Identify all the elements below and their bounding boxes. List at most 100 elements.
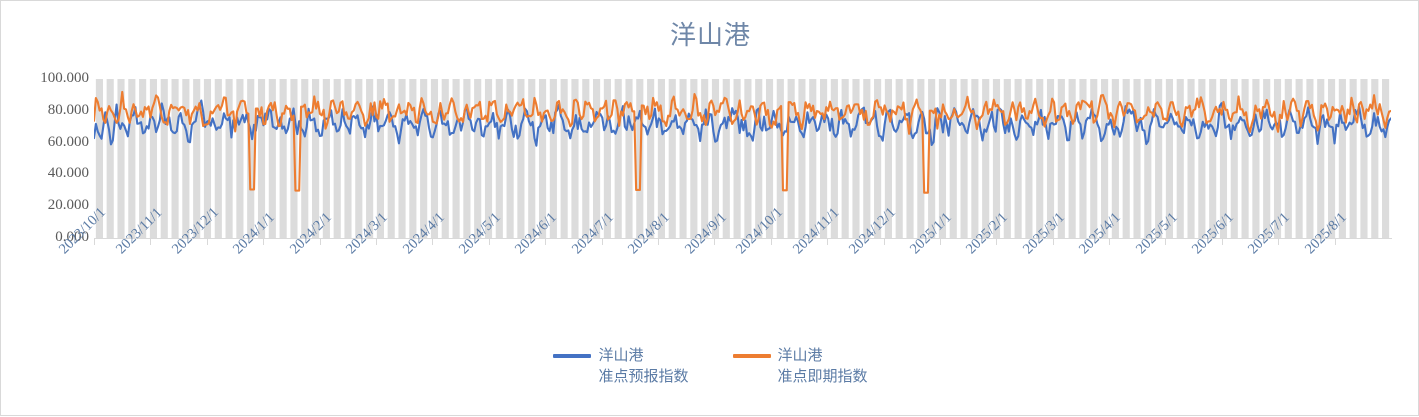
x-axis-tick-label: 2023/12/1 [169,204,222,258]
background-bar [398,79,406,238]
legend-color-swatch [553,354,592,358]
background-bar [1176,79,1184,238]
background-bar [1317,79,1325,238]
x-axis-tick-mark [263,238,265,245]
background-bar [1198,79,1206,238]
background-bar [139,79,147,238]
background-bar [701,79,709,238]
x-axis-tick-label: 2024/5/1 [455,209,504,258]
x-axis-tick-mark [94,238,95,245]
x-axis-tick-label: 2024/9/1 [681,209,730,258]
background-bar [420,79,428,238]
background-bar [484,79,493,238]
background-bar [711,79,720,238]
background-bar [214,79,222,238]
background-bar [322,79,330,238]
background-bar [971,79,979,238]
background-bar [1057,79,1065,238]
background-bar [193,79,201,238]
legend-label: 洋山港 准点即期指数 [778,345,868,387]
series-line [94,90,1391,194]
x-axis-tick-label: 2025/2/1 [963,209,1012,258]
x-axis-tick-mark [1052,238,1054,245]
background-bar [765,79,774,238]
background-bar [895,79,903,238]
background-bar [1187,79,1195,238]
x-axis-tick-label: 2025/8/1 [1301,209,1350,258]
background-bar [376,79,384,238]
background-bar [928,79,936,238]
background-bar [257,79,266,238]
x-axis-tick-mark [657,238,659,245]
background-bar [1306,79,1314,238]
x-axis-tick-label: 2023/10/1 [56,204,110,258]
background-bar [538,79,547,238]
background-bar [182,79,190,238]
y-axis-tick-label: 100.000 [40,70,89,86]
background-bar [582,79,590,238]
background-bar [830,79,838,238]
background-bar [1219,79,1228,238]
x-axis-tick-label: 2025/7/1 [1245,209,1294,258]
background-bar [409,79,417,238]
background-bar [668,79,676,238]
background-bar [1111,79,1119,238]
x-axis-tick-mark [601,238,603,245]
background-bar [1003,79,1011,238]
background-bar [117,79,125,238]
background-bar [1101,79,1109,238]
background-bar [203,79,212,238]
background-bar [366,79,374,238]
legend-item[interactable]: 洋山港 准点预报指数 [553,345,689,387]
background-bar [506,79,514,238]
x-axis-tick-mark [150,238,152,245]
background-bar [906,79,914,238]
x-axis-tick-label: 2025/5/1 [1132,209,1181,258]
background-bar [863,79,871,238]
background-bar [1122,79,1130,238]
background-bar [1338,79,1346,238]
x-axis-tick-mark [1334,238,1336,245]
background-bar [517,79,525,238]
x-axis-tick-mark [488,238,490,245]
x-axis-tick-mark [1165,238,1167,245]
background-bar [528,79,536,238]
background-bar [441,79,449,238]
background-bar [1360,79,1368,238]
background-bar [960,79,968,238]
background-bar [1133,79,1141,238]
background-bar [679,79,687,238]
background-bar [733,79,741,238]
y-axis-tick-label: 0.000 [55,229,89,245]
background-bar [1144,79,1152,238]
legend-item[interactable]: 洋山港 准点即期指数 [732,345,868,387]
background-bar [1295,79,1303,238]
background-bar [1252,79,1260,238]
background-bar [625,79,633,238]
x-axis-tick-label: 2024/7/1 [568,209,617,258]
background-bar [1241,79,1249,238]
background-bar [1263,79,1271,238]
background-bar [614,79,622,238]
chart-legend: 洋山港 准点预报指数 洋山港 准点即期指数 [1,345,1419,387]
x-axis-tick-mark [545,238,547,245]
background-bar [744,79,752,238]
chart-title: 洋山港 [669,21,751,51]
series-line [94,99,1391,147]
background-bar [495,79,503,238]
y-axis-tick-label: 20.000 [47,197,89,214]
background-bar [1046,79,1055,238]
x-axis-tick-label: 2024/8/1 [625,209,673,258]
x-axis-tick-label: 2024/4/1 [399,209,448,258]
background-bar [312,79,320,238]
x-axis-tick-mark [1278,238,1280,245]
background-bar [949,79,957,238]
background-bar [160,79,168,238]
background-bar [1079,79,1087,238]
background-bar [1273,79,1282,238]
background-bar [474,79,482,238]
background-bar [809,79,817,238]
background-bar [820,79,828,238]
x-axis-line [94,238,1392,239]
background-bar [657,79,665,238]
